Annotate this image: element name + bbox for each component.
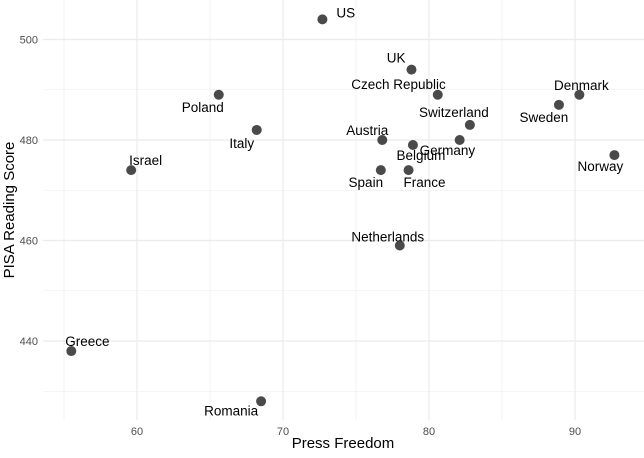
data-point xyxy=(407,140,418,151)
point-label: Germany xyxy=(420,143,476,158)
data-point xyxy=(553,99,564,110)
x-tick-label: 70 xyxy=(277,426,289,438)
y-tick-label: 480 xyxy=(20,135,38,147)
data-point xyxy=(403,165,414,176)
data-point xyxy=(213,89,224,100)
data-point xyxy=(377,135,388,145)
point-label: US xyxy=(336,5,355,20)
point-labels: US UK Czech Republic Denmark Poland Sweden Swi… xyxy=(65,5,623,418)
point-label: Norway xyxy=(578,159,624,174)
minor-gridlines xyxy=(43,0,644,420)
point-label: Greece xyxy=(65,334,109,349)
point-label: Israel xyxy=(129,153,162,168)
data-point xyxy=(609,150,620,161)
data-point xyxy=(394,240,405,251)
point-label: Sweden xyxy=(520,110,569,125)
major-gridlines xyxy=(43,0,644,420)
x-axis-tick-labels: 60 70 80 90 xyxy=(131,426,581,438)
data-point xyxy=(574,89,585,100)
point-label: UK xyxy=(387,51,406,66)
y-axis-title: PISA Reading Score xyxy=(1,142,18,279)
data-point xyxy=(454,135,465,145)
point-label: Italy xyxy=(229,136,254,151)
point-label: Romania xyxy=(204,403,259,418)
data-point xyxy=(464,119,475,130)
data-point xyxy=(406,64,417,75)
x-tick-label: 60 xyxy=(131,426,143,438)
data-point xyxy=(66,346,77,357)
data-point xyxy=(317,14,328,25)
y-tick-label: 500 xyxy=(20,35,38,47)
point-label: Austria xyxy=(346,123,389,138)
data-point xyxy=(432,89,443,100)
point-label: Denmark xyxy=(554,78,609,93)
data-point xyxy=(251,124,262,135)
point-label: France xyxy=(404,175,446,190)
point-label: Czech Republic xyxy=(351,77,446,92)
x-axis-title: Press Freedom xyxy=(292,435,395,452)
x-tick-label: 80 xyxy=(423,426,435,438)
data-point xyxy=(126,165,137,176)
y-axis-tick-labels: 440 460 480 500 xyxy=(20,35,38,349)
y-tick-label: 440 xyxy=(20,336,38,348)
data-point xyxy=(256,396,267,407)
point-label: Spain xyxy=(349,175,384,190)
point-label: Belgium xyxy=(397,148,446,163)
y-tick-label: 460 xyxy=(20,236,38,248)
point-label: Poland xyxy=(182,100,224,115)
point-label: Switzerland xyxy=(419,105,489,120)
data-point xyxy=(375,165,386,176)
x-tick-label: 90 xyxy=(569,426,581,438)
point-label: Netherlands xyxy=(351,230,424,245)
data-points xyxy=(66,14,620,407)
